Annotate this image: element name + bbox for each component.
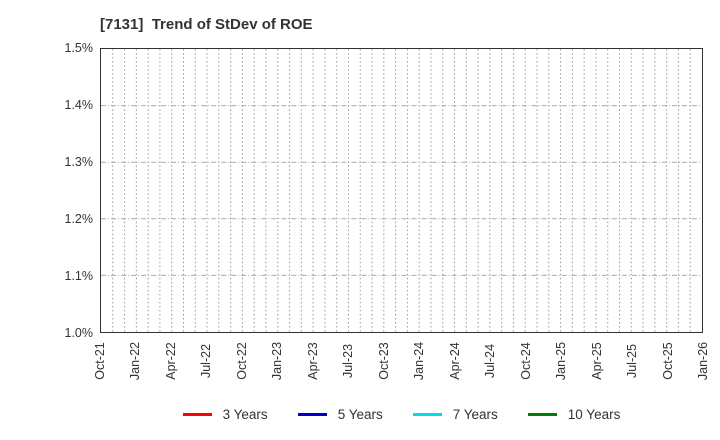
- x-tick-label: Oct-22: [234, 342, 249, 380]
- x-tick-label: Apr-25: [589, 342, 604, 380]
- legend-item: 7 Years: [412, 406, 498, 422]
- x-tick-label: Oct-25: [660, 342, 675, 380]
- y-tick-label: 1.0%: [64, 326, 94, 340]
- legend-label: 7 Years: [452, 406, 498, 422]
- legend-item: 10 Years: [527, 406, 621, 422]
- legend-swatch: [182, 412, 212, 416]
- chart-title: [7131] Trend of StDev of ROE: [100, 16, 313, 33]
- legend-swatch: [297, 412, 327, 416]
- x-tick-label: Jul-24: [483, 343, 498, 379]
- legend-label: 5 Years: [337, 406, 383, 422]
- plot-area: [100, 48, 703, 333]
- gridlines: [101, 49, 702, 332]
- legend-item: 3 Years: [182, 406, 268, 422]
- x-tick-label: Jan-25: [554, 341, 569, 381]
- x-tick-label: Jul-23: [341, 343, 356, 379]
- legend-label: 3 Years: [222, 406, 268, 422]
- legend-label: 10 Years: [567, 406, 621, 422]
- y-tick-label: 1.5%: [64, 41, 94, 55]
- x-tick-label: Oct-23: [376, 342, 391, 380]
- x-tick-label: Jan-24: [412, 341, 427, 381]
- y-tick-label: 1.1%: [64, 269, 94, 283]
- legend-swatch: [412, 412, 442, 416]
- y-tick-label: 1.3%: [64, 155, 94, 169]
- x-tick-label: Apr-24: [447, 342, 462, 380]
- x-tick-label: Oct-24: [518, 342, 533, 380]
- x-tick-label: Jan-22: [128, 341, 143, 381]
- x-tick-label: Apr-23: [305, 342, 320, 380]
- x-tick-label: Jan-26: [696, 341, 710, 381]
- legend-swatch: [527, 412, 557, 416]
- legend: 3 Years 5 Years 7 Years 10 Years: [100, 404, 703, 424]
- x-tick-label: Jul-22: [199, 343, 214, 379]
- x-tick-label: Apr-22: [163, 342, 178, 380]
- y-tick-label: 1.4%: [64, 98, 94, 112]
- x-tick-label: Oct-21: [93, 342, 107, 380]
- legend-item: 5 Years: [297, 406, 383, 422]
- x-tick-label: Jul-25: [625, 343, 640, 379]
- y-tick-label: 1.2%: [64, 212, 94, 226]
- x-tick-label: Jan-23: [270, 341, 285, 381]
